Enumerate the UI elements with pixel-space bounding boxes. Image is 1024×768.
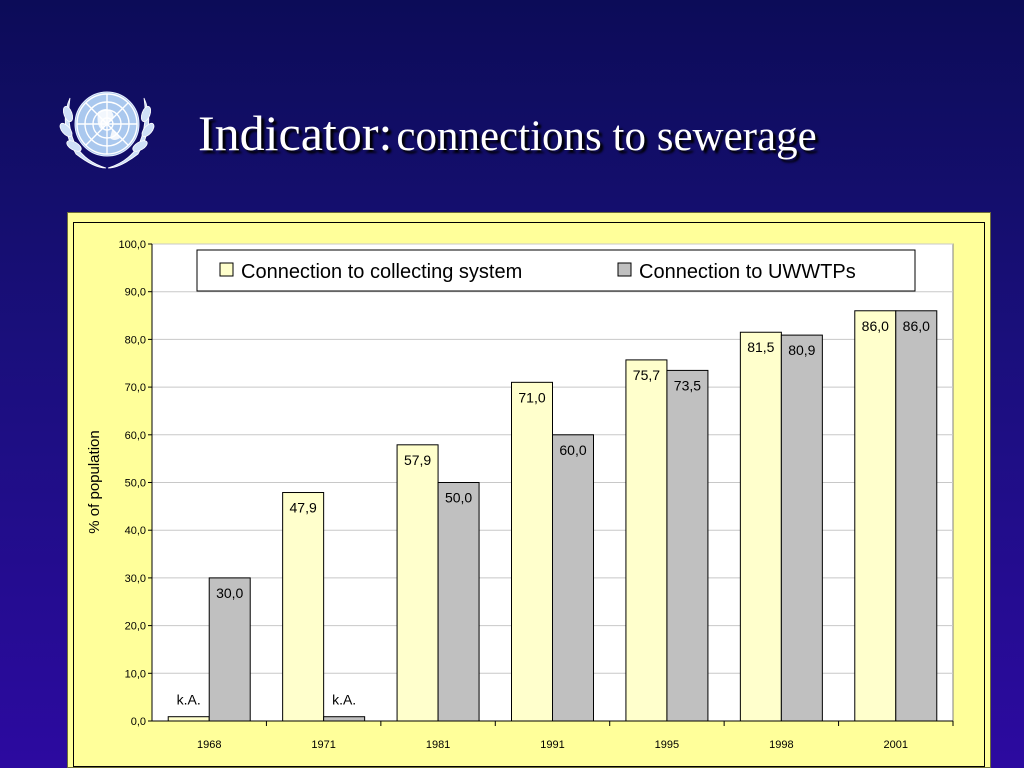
data-label: 47,9	[290, 500, 317, 516]
legend-label-uwwtps: Connection to UWWTPs	[639, 261, 856, 283]
bar-collecting-system	[396, 444, 439, 722]
bar-collecting-system	[167, 716, 210, 722]
legend: Connection to collecting system Connecti…	[196, 249, 916, 292]
bar-uwwtps	[895, 310, 938, 722]
bar-collecting-system	[854, 310, 897, 722]
y-tick-labels: 0,0 10,0 20,0 30,0 40,0 50,0 60,0 70,0 80,0 90,0 1…	[118, 239, 146, 728]
y-tick-label: 10,0	[125, 668, 146, 680]
data-label: 50,0	[445, 490, 472, 506]
data-label: 57,9	[404, 452, 431, 468]
data-label: 60,0	[559, 442, 586, 458]
data-label: 86,0	[903, 318, 930, 334]
x-tick-label: 2001	[884, 739, 908, 751]
data-label: 81,5	[747, 339, 774, 355]
bar-uwwtps	[323, 716, 366, 722]
bar-uwwtps	[780, 334, 823, 722]
y-tick-label: 40,0	[125, 525, 146, 537]
legend-swatch-collecting	[219, 262, 234, 277]
bar-uwwtps	[437, 482, 480, 722]
y-tick-label: 80,0	[125, 334, 146, 346]
data-label: k.A.	[332, 692, 356, 708]
x-tick-label: 1998	[769, 739, 793, 751]
data-label: 80,9	[788, 342, 815, 358]
un-emblem-icon	[59, 91, 155, 169]
x-tick-label: 1968	[197, 739, 221, 751]
bar-collecting-system	[511, 381, 553, 722]
data-label: 86,0	[862, 318, 889, 334]
y-tick-label: 20,0	[125, 621, 146, 633]
data-label: k.A.	[177, 692, 201, 708]
y-tick-label: 30,0	[125, 573, 146, 585]
legend-box	[196, 249, 916, 292]
x-tick-label: 1991	[540, 739, 564, 751]
y-tick-label: 90,0	[125, 287, 146, 299]
x-tick-labels: 1968 1971 1981 1991 1995 1998 2001	[197, 739, 908, 751]
bar-collecting-system	[739, 331, 782, 722]
chart-area-border	[73, 222, 985, 767]
data-label: 75,7	[633, 367, 660, 383]
x-tick-label: 1971	[311, 739, 335, 751]
bar-uwwtps	[666, 369, 709, 722]
y-tick-label: 60,0	[125, 430, 146, 442]
title-sub: connections to sewerage	[396, 113, 817, 160]
bar-uwwtps	[208, 577, 251, 722]
bar-uwwtps	[552, 434, 594, 722]
y-tick-label: 100,0	[118, 239, 146, 251]
legend-swatch-uwwtps	[617, 262, 632, 277]
title-main: Indicator:	[198, 105, 393, 161]
y-tick-label: 70,0	[125, 382, 146, 394]
slide-title: Indicator: connections to sewerage	[198, 104, 817, 162]
y-tick-label: 0,0	[131, 716, 146, 728]
data-label: 30,0	[216, 585, 243, 601]
y-axis-title: % of population	[86, 430, 103, 533]
data-label: 73,5	[674, 377, 701, 393]
legend-label-collecting: Connection to collecting system	[241, 261, 522, 283]
data-labels: k.A. 30,0 47,9 k.A. 57,9 50,0 71,0 60,0 75,7 73,5…	[177, 318, 930, 708]
x-tick-label: 1981	[426, 739, 450, 751]
axes	[151, 244, 953, 722]
x-tick-label: 1995	[655, 739, 679, 751]
un-emblem-logo	[50, 78, 164, 170]
y-tick-label: 50,0	[125, 478, 146, 490]
bar-collecting-system	[625, 359, 668, 722]
bar-collecting-system	[282, 492, 325, 722]
data-label: 71,0	[518, 389, 545, 405]
